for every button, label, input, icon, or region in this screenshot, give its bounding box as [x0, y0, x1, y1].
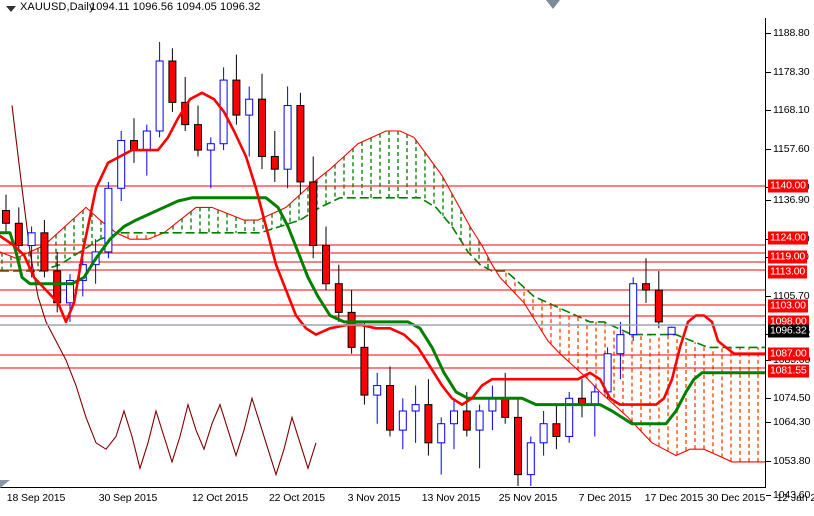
- date-tick-label: 17 Dec 2015: [644, 492, 704, 504]
- price-tick-label: 1043.60: [773, 489, 811, 501]
- date-tick-label: 25 Nov 2015: [498, 492, 558, 504]
- price-level-badge[interactable]: 1087.00: [768, 347, 809, 361]
- kijun-sen-line: [0, 196, 766, 426]
- date-tick-label: 22 Oct 2015: [268, 492, 326, 504]
- price-tick-label: 1188.80: [773, 27, 810, 39]
- price-tick-label: 1178.30: [773, 66, 810, 78]
- candlestick-series: [2, 41, 676, 486]
- tenkan-sen-line: [0, 91, 766, 406]
- price-level-badge[interactable]: 1119.00: [768, 250, 807, 264]
- price-tick-mark: [766, 200, 771, 201]
- price-tick-mark: [766, 461, 771, 462]
- price-tick-mark: [766, 33, 771, 34]
- price-level-badge[interactable]: 1103.00: [768, 299, 808, 313]
- date-tick-label: 7 Dec 2015: [578, 492, 632, 504]
- price-tick-mark: [766, 360, 771, 361]
- price-tick-mark: [766, 495, 771, 496]
- chart-canvas: [0, 41, 766, 486]
- price-tick-mark: [766, 296, 771, 297]
- price-level-badge[interactable]: 1140.00: [768, 179, 808, 193]
- symbol-period-label: XAUUSD,Daily: [20, 1, 95, 13]
- chikou-span-line: [11, 105, 317, 477]
- price-tick-label: 1064.30: [773, 416, 811, 428]
- date-tick-label: 18 Sep 2015: [6, 492, 66, 504]
- price-tick-label: 1053.80: [773, 455, 811, 467]
- date-tick-label: 3 Nov 2015: [347, 492, 401, 504]
- down-arrow-marker-icon: [546, 0, 560, 9]
- price-tick-label: 1074.50: [773, 392, 811, 404]
- date-tick-label: 30 Sep 2015: [98, 492, 158, 504]
- price-level-badge[interactable]: 1081.55: [768, 364, 809, 378]
- price-level-badge[interactable]: 1113.00: [768, 265, 807, 279]
- price-tick-mark: [766, 398, 771, 399]
- current-price-badge[interactable]: 1096.32: [768, 324, 809, 338]
- price-tick-mark: [766, 110, 771, 111]
- price-tick-label: 1168.10: [773, 104, 810, 116]
- price-plot-area[interactable]: [0, 18, 766, 486]
- price-tick-label: 1136.90: [773, 194, 810, 206]
- ichimoku-cloud-group: [0, 130, 766, 463]
- caret-down-icon[interactable]: [6, 6, 16, 12]
- horizontal-level-lines: [0, 185, 766, 369]
- price-axis[interactable]: 1188.801178.301168.101157.601147.401136.…: [766, 0, 814, 516]
- price-tick-label: 1157.60: [773, 143, 810, 155]
- plot-bottom-border: [0, 487, 766, 488]
- date-tick-label: 13 Nov 2015: [421, 492, 481, 504]
- plot-right-border: [765, 18, 766, 488]
- date-tick-label: 30 Dec 2015: [706, 492, 766, 504]
- price-tick-mark: [766, 422, 771, 423]
- chart-header: XAUUSD,Daily 1094.11 1096.56 1094.05 109…: [0, 0, 814, 18]
- price-tick-mark: [766, 72, 771, 73]
- price-level-badge[interactable]: 1124.00: [768, 231, 808, 245]
- date-axis[interactable]: 18 Sep 2015 30 Sep 2015 12 Oct 2015 22 Oct …: [0, 488, 814, 516]
- price-tick-mark: [766, 149, 771, 150]
- corner-resize-handle[interactable]: [0, 480, 10, 488]
- price-tick-label: 1105.70: [773, 290, 810, 302]
- date-tick-label: 12 Jan 2016: [776, 492, 814, 504]
- ohlc-values-label: 1094.11 1096.56 1094.05 1096.32: [90, 1, 261, 13]
- date-tick-label: 12 Oct 2015: [191, 492, 249, 504]
